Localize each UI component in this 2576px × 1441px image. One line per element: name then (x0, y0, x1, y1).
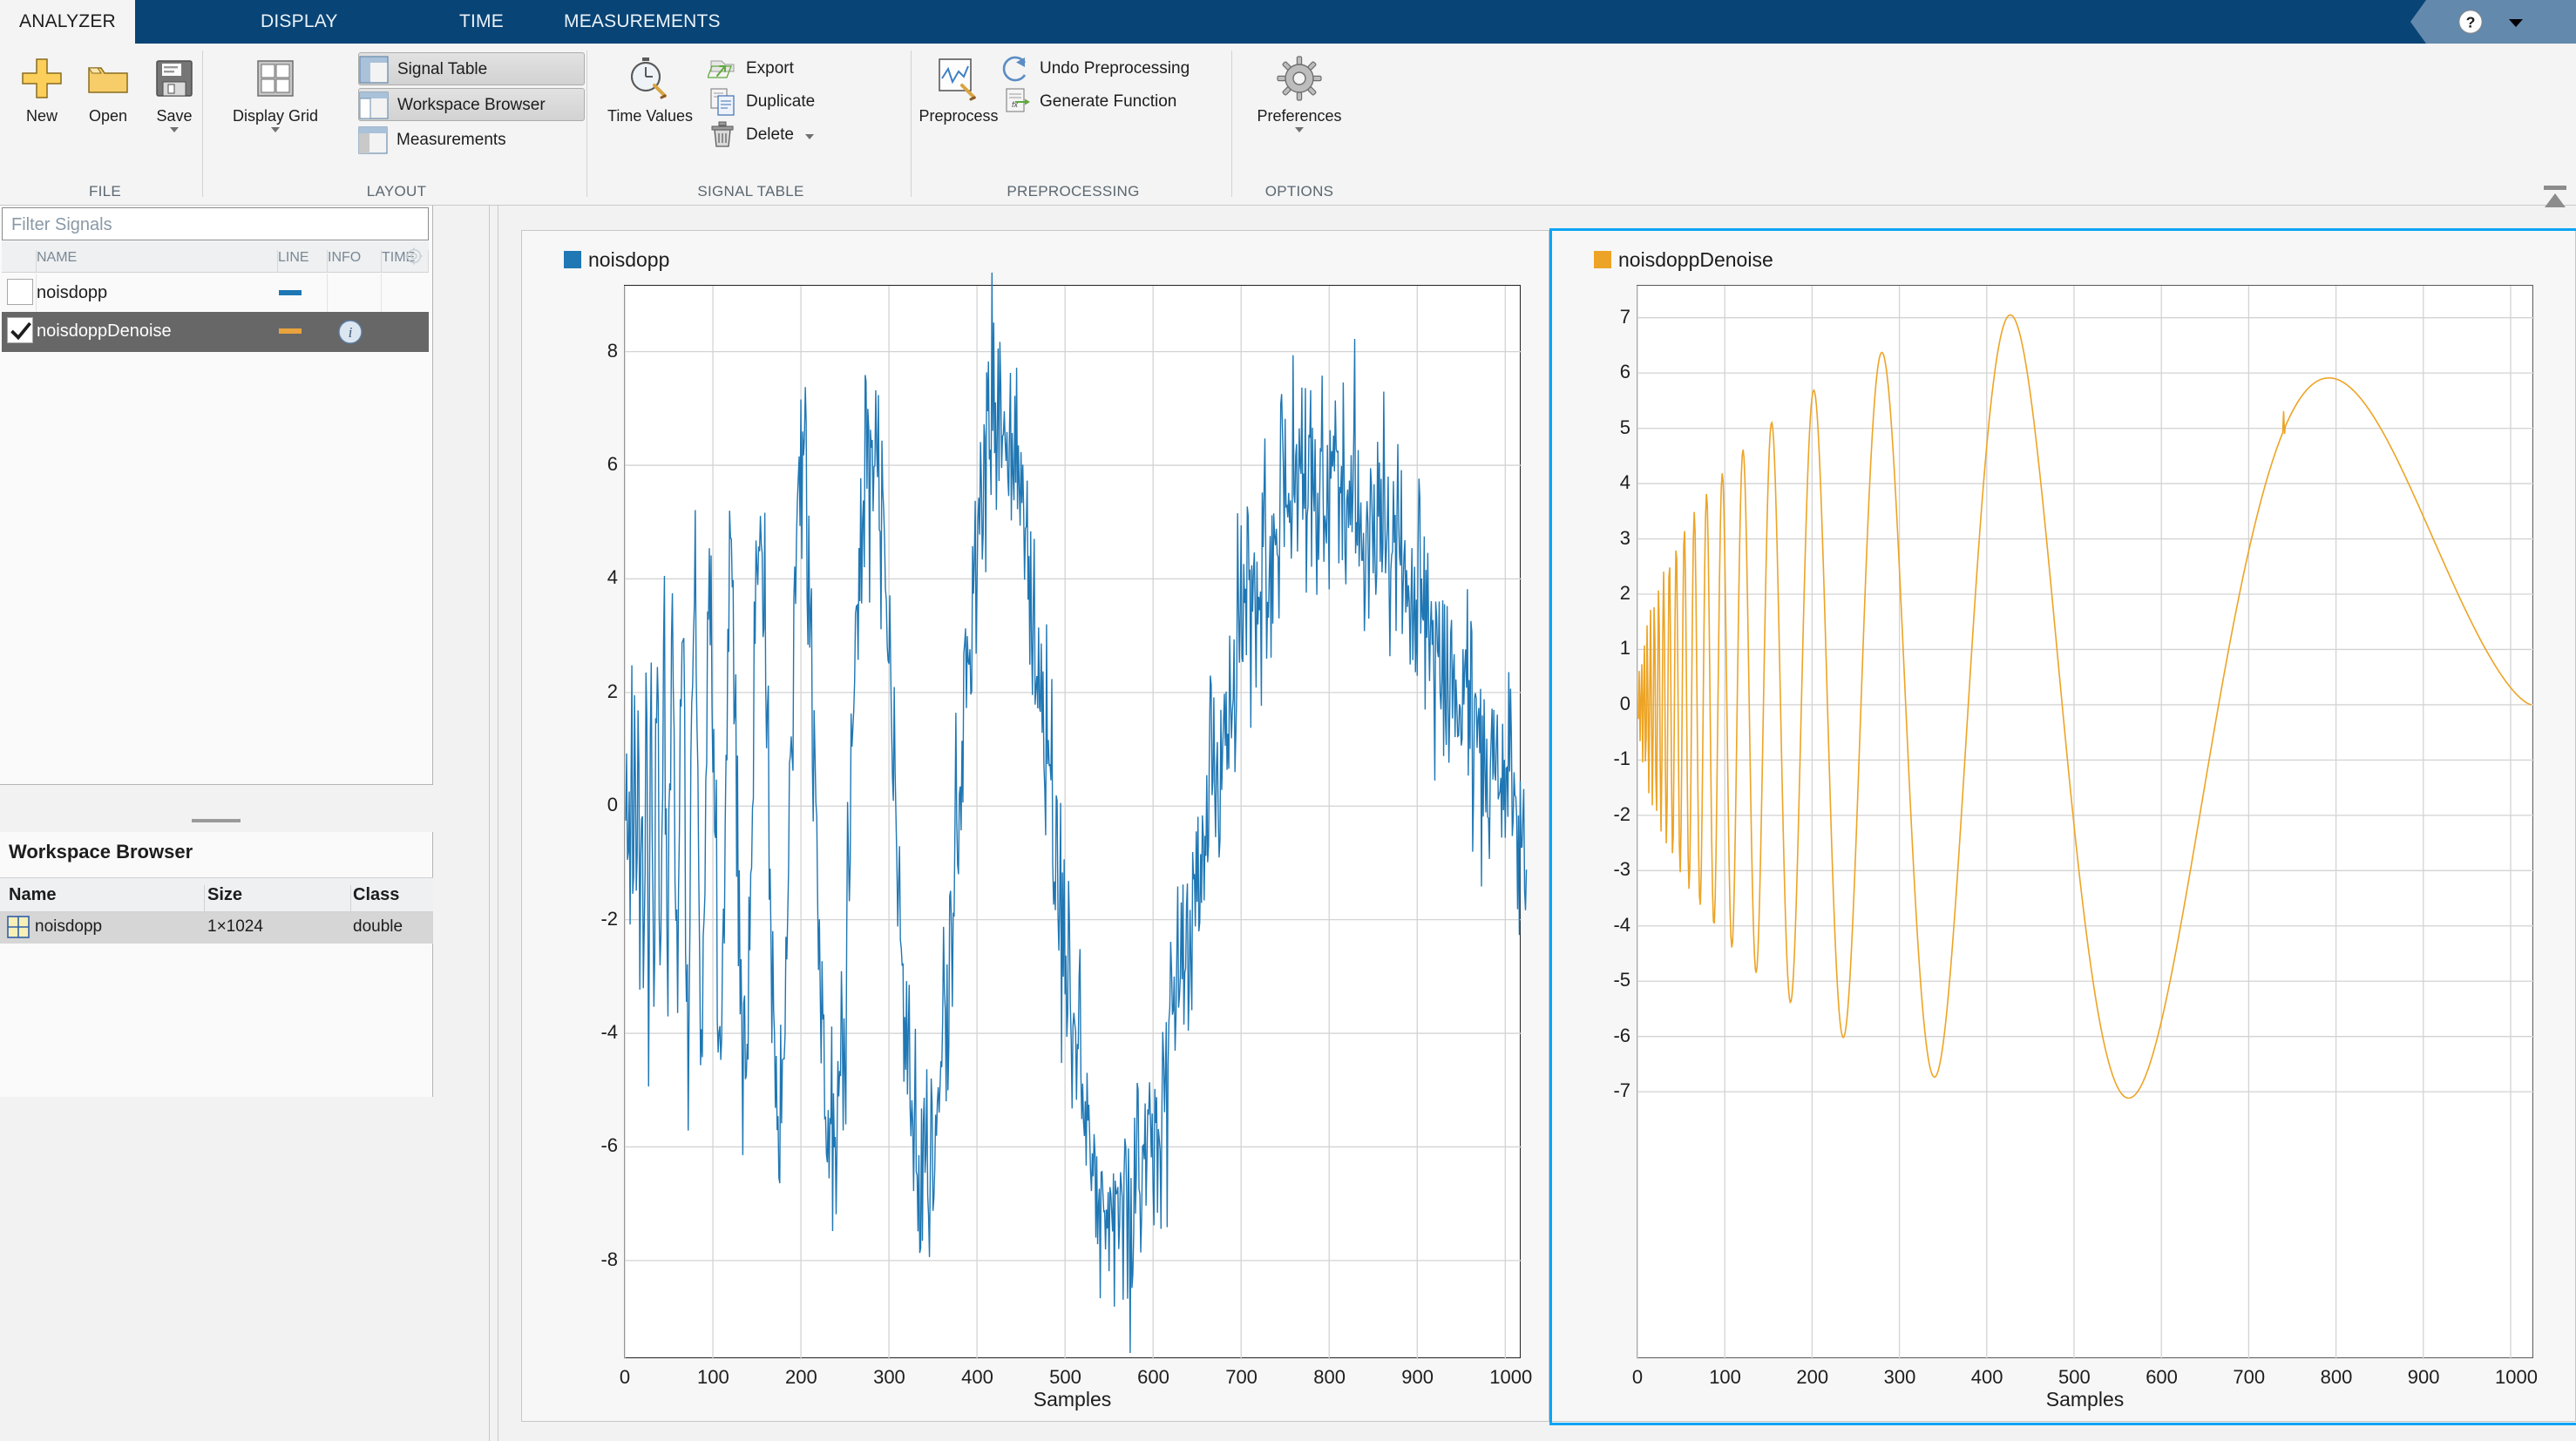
svg-text:i: i (349, 324, 353, 341)
svg-text:?: ? (2466, 14, 2476, 31)
